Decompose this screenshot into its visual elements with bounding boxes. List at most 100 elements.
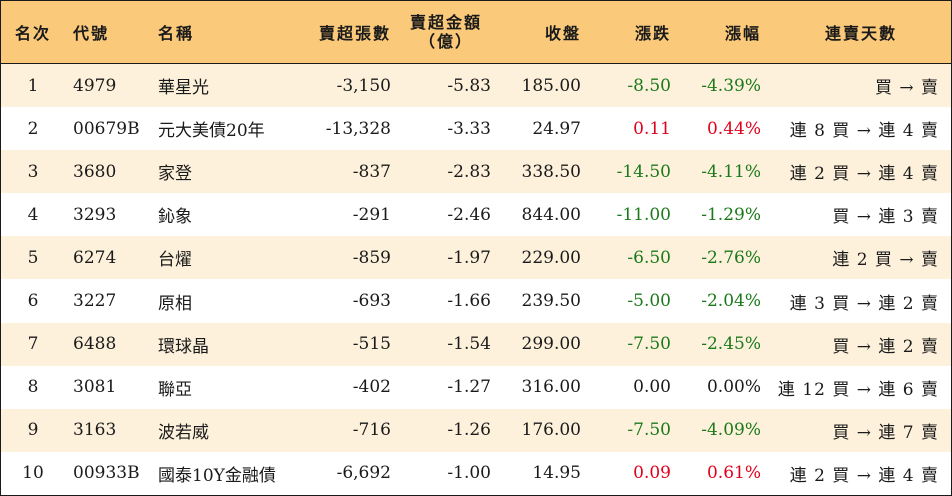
cell-name: 台燿 xyxy=(158,250,192,271)
cell-change: 0.00 xyxy=(633,377,671,398)
table-row: 9 3163 波若威 -716 -1.26 176.00 -7.50 -4.09% 買 → 連 … xyxy=(1,408,951,452)
header-pct: 漲幅 xyxy=(724,24,761,43)
cell-net-sell-amount: -1.66 xyxy=(447,291,491,312)
header-change: 漲跌 xyxy=(634,24,671,43)
cell-net-sell-amount: -1.26 xyxy=(447,420,491,441)
header-amount-line1: 賣超金額 xyxy=(409,13,482,32)
cell-close: 338.50 xyxy=(521,161,581,182)
cell-pct: 0.00% xyxy=(706,377,761,398)
header-code: 代號 xyxy=(73,24,110,43)
cell-code: 6488 xyxy=(73,334,117,355)
cell-name: 華星光 xyxy=(158,78,209,99)
cell-rank: 5 xyxy=(27,247,39,268)
cell-rank: 3 xyxy=(27,161,39,182)
cell-change: -5.00 xyxy=(627,291,671,312)
cell-close: 229.00 xyxy=(521,247,581,268)
table-row: 5 6274 台燿 -859 -1.97 229.00 -6.50 -2.76% 連 2 買 →… xyxy=(1,236,951,280)
cell-change: -14.50 xyxy=(616,161,671,182)
cell-sell-days: 連 2 買 → 賣 xyxy=(832,250,939,271)
cell-code: 4979 xyxy=(73,75,117,96)
cell-net-sell-shares: -6,692 xyxy=(336,463,391,484)
cell-code: 3227 xyxy=(73,291,117,312)
cell-code: 3081 xyxy=(73,377,117,398)
cell-net-sell-amount: -5.83 xyxy=(447,75,491,96)
cell-net-sell-amount: -1.00 xyxy=(447,463,491,484)
cell-change: -8.50 xyxy=(627,75,671,96)
table-row: 2 00679B 元大美債20年 -13,328 -3.33 24.97 0.11 0.44%… xyxy=(1,107,951,151)
cell-rank: 1 xyxy=(27,75,39,96)
cell-code: 6274 xyxy=(73,247,117,268)
cell-sell-days: 連 2 買 → 連 4 賣 xyxy=(789,164,939,185)
cell-rank: 8 xyxy=(27,377,39,398)
cell-net-sell-shares: -716 xyxy=(352,420,391,441)
cell-rank: 4 xyxy=(27,204,39,225)
cell-code: 3293 xyxy=(73,204,117,225)
header-rank: 名次 xyxy=(14,24,51,43)
cell-pct: -4.11% xyxy=(701,161,761,182)
header-name: 名稱 xyxy=(158,24,195,43)
cell-pct: -4.09% xyxy=(701,420,761,441)
cell-change: 0.11 xyxy=(633,118,671,139)
header-net-sell-amount: 賣超金額 （億） xyxy=(401,1,491,63)
cell-name: 環球晶 xyxy=(158,336,209,357)
cell-net-sell-amount: -1.97 xyxy=(447,247,491,268)
cell-name: 原相 xyxy=(158,293,192,314)
cell-change: 0.09 xyxy=(633,463,671,484)
cell-close: 14.95 xyxy=(532,463,581,484)
cell-sell-days: 連 2 買 → 連 4 賣 xyxy=(789,465,939,486)
cell-change: -7.50 xyxy=(627,420,671,441)
table-body: 1 4979 華星光 -3,150 -5.83 185.00 -8.50 -4.39% 買 → … xyxy=(1,64,951,495)
cell-net-sell-shares: -13,328 xyxy=(325,118,391,139)
cell-net-sell-shares: -291 xyxy=(352,204,391,225)
cell-sell-days: 買 → 賣 xyxy=(874,78,939,99)
cell-code: 3163 xyxy=(73,420,117,441)
cell-net-sell-shares: -3,150 xyxy=(336,75,391,96)
cell-sell-days: 買 → 連 2 賣 xyxy=(832,336,939,357)
cell-close: 176.00 xyxy=(521,420,581,441)
cell-rank: 7 xyxy=(27,334,39,355)
cell-name: 鈊象 xyxy=(158,207,192,228)
cell-name: 元大美債20年 xyxy=(158,121,265,142)
table-row: 4 3293 鈊象 -291 -2.46 844.00 -11.00 -1.29% 買 → 連 … xyxy=(1,193,951,237)
cell-net-sell-shares: -402 xyxy=(352,377,391,398)
cell-close: 299.00 xyxy=(521,334,581,355)
cell-pct: -1.29% xyxy=(701,204,761,225)
cell-net-sell-amount: -2.46 xyxy=(447,204,491,225)
table-row: 10 00933B 國泰10Y金融債 -6,692 -1.00 14.95 0.09 0.61… xyxy=(1,451,951,495)
cell-name: 國泰10Y金融債 xyxy=(158,465,276,486)
cell-sell-days: 買 → 連 3 賣 xyxy=(832,207,939,228)
cell-net-sell-amount: -2.83 xyxy=(447,161,491,182)
cell-close: 844.00 xyxy=(521,204,581,225)
cell-net-sell-shares: -837 xyxy=(352,161,391,182)
cell-close: 316.00 xyxy=(521,377,581,398)
cell-net-sell-shares: -693 xyxy=(352,291,391,312)
cell-net-sell-amount: -3.33 xyxy=(447,118,491,139)
cell-pct: -2.45% xyxy=(701,334,761,355)
cell-pct: -4.39% xyxy=(701,75,761,96)
cell-change: -7.50 xyxy=(627,334,671,355)
cell-net-sell-amount: -1.54 xyxy=(447,334,491,355)
cell-sell-days: 買 → 連 7 賣 xyxy=(832,422,939,443)
cell-close: 24.97 xyxy=(532,118,581,139)
cell-sell-days: 連 3 買 → 連 2 賣 xyxy=(789,293,939,314)
cell-change: -6.50 xyxy=(627,247,671,268)
table-row: 7 6488 環球晶 -515 -1.54 299.00 -7.50 -2.45% 買 → 連 … xyxy=(1,322,951,366)
cell-code: 00679B xyxy=(73,118,140,139)
cell-close: 239.50 xyxy=(521,291,581,312)
cell-pct: 0.44% xyxy=(706,118,761,139)
cell-rank: 9 xyxy=(27,420,39,441)
cell-code: 00933B xyxy=(73,463,140,484)
cell-name: 聯亞 xyxy=(158,379,192,400)
cell-pct: 0.61% xyxy=(706,463,761,484)
cell-rank: 6 xyxy=(27,291,39,312)
cell-change: -11.00 xyxy=(616,204,671,225)
cell-rank: 10 xyxy=(22,463,44,484)
cell-sell-days: 連 8 買 → 連 4 賣 xyxy=(789,121,939,142)
cell-close: 185.00 xyxy=(521,75,581,96)
cell-code: 3680 xyxy=(73,161,117,182)
cell-name: 家登 xyxy=(158,164,192,185)
table-row: 6 3227 原相 -693 -1.66 239.50 -5.00 -2.04% 連 3 買 →… xyxy=(1,279,951,323)
table-row: 3 3680 家登 -837 -2.83 338.50 -14.50 -4.11% 連 2 買 … xyxy=(1,150,951,194)
table-row: 8 3081 聯亞 -402 -1.27 316.00 0.00 0.00% 連 12 買 → … xyxy=(1,365,951,409)
